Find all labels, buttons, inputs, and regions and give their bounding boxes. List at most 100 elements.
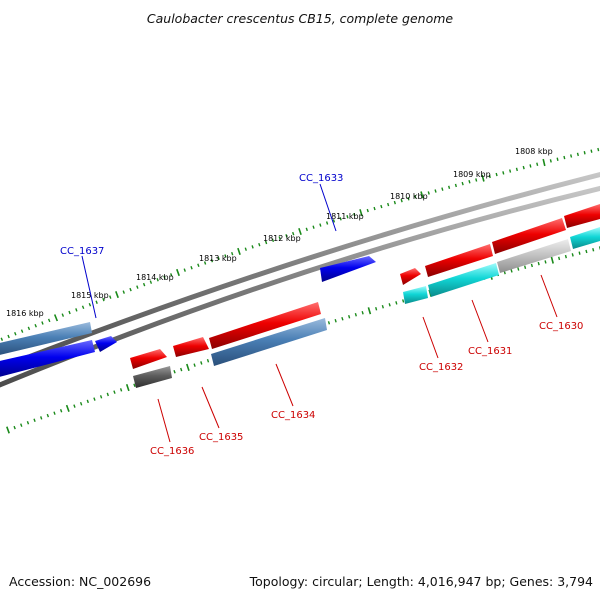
gene-label-cc1630[interactable]: CC_1630	[539, 321, 583, 332]
minor-tick	[163, 275, 166, 280]
gene-cc1631-bar[interactable]	[425, 244, 493, 277]
minor-tick	[434, 189, 437, 193]
major-tick	[550, 256, 554, 264]
gene-cc1633-bar[interactable]	[320, 256, 376, 282]
minor-tick	[217, 256, 220, 261]
backbone-inner	[0, 185, 600, 388]
gene-cc1632-bar[interactable]	[400, 268, 421, 285]
gene-cc1630b-bar[interactable]	[497, 239, 571, 273]
minor-tick	[33, 418, 36, 423]
minor-tick	[95, 300, 98, 304]
minor-tick	[20, 329, 24, 333]
minor-tick	[190, 265, 193, 270]
minor-tick	[570, 154, 573, 158]
major-tick	[420, 191, 424, 199]
minor-tick	[373, 206, 376, 211]
minor-tick	[170, 273, 173, 277]
minor-tick	[102, 297, 105, 302]
gene-cc1631b-bar[interactable]	[428, 263, 499, 297]
minor-tick	[86, 399, 89, 404]
minor-tick	[99, 395, 103, 399]
major-tick	[53, 314, 59, 322]
gene-label-cc1637[interactable]: CC_1637	[60, 246, 104, 257]
minor-tick	[27, 326, 31, 331]
kbp-label: 1811 kbp	[326, 212, 364, 221]
minor-tick	[381, 305, 384, 309]
minor-tick	[46, 413, 50, 418]
gene-cc1632b-bar[interactable]	[403, 286, 428, 304]
minor-tick	[597, 147, 600, 152]
kbp-labels: 1816 kbp 1815 kbp 1814 kbp 1813 kbp 1812…	[6, 147, 553, 318]
gene-forward-bar[interactable]	[0, 340, 95, 378]
major-tick	[6, 426, 10, 434]
minor-tick	[106, 392, 109, 397]
gene-right-cyan-edge[interactable]	[570, 227, 600, 249]
minor-tick	[348, 315, 351, 319]
minor-tick	[129, 287, 132, 292]
minor-tick	[264, 240, 268, 245]
minor-tick	[180, 367, 183, 372]
gene-cc1634b-bar[interactable]	[211, 318, 327, 366]
gene-label-cc1631[interactable]: CC_1631	[468, 346, 512, 357]
minor-tick	[200, 361, 203, 365]
minor-tick	[564, 254, 567, 259]
minor-tick	[558, 256, 561, 261]
major-tick	[176, 268, 180, 277]
gene-cc1637-bar[interactable]	[0, 322, 92, 356]
minor-tick	[441, 187, 444, 191]
gene-right-red-edge[interactable]	[564, 204, 600, 228]
minor-tick	[319, 223, 322, 227]
gene-cc1636-bar[interactable]	[130, 349, 167, 369]
major-tick	[542, 158, 546, 167]
gene-labels: CC_1637 CC_1633 CC_1636 CC_1635 CC_1634 …	[60, 173, 583, 457]
minor-tick	[20, 423, 23, 427]
minor-tick	[40, 416, 43, 420]
minor-tick	[61, 313, 65, 317]
minor-tick	[14, 332, 17, 336]
minor-tick	[346, 215, 349, 219]
minor-tick	[353, 212, 356, 217]
gene-label-cc1634[interactable]: CC_1634	[271, 410, 315, 421]
right-gene-cluster	[400, 204, 600, 304]
minor-tick	[475, 178, 478, 182]
gene-label-cc1636[interactable]: CC_1636	[150, 446, 194, 457]
gene-label-cc1633[interactable]: CC_1633	[299, 173, 343, 184]
minor-tick	[26, 420, 30, 425]
gene-cc1634-bar[interactable]	[209, 302, 321, 349]
gene-cc1636b-bar[interactable]	[133, 366, 172, 388]
minor-tick	[109, 295, 112, 299]
minor-tick	[402, 299, 405, 303]
minor-tick	[495, 172, 498, 177]
minor-tick	[563, 155, 566, 160]
minor-tick	[583, 151, 586, 155]
gene-cc1635-bar[interactable]	[173, 337, 209, 357]
kbp-label: 1808 kbp	[515, 147, 553, 156]
minor-tick	[517, 267, 520, 271]
minor-tick	[278, 236, 281, 240]
minor-tick	[414, 195, 417, 199]
gene-leader-lines	[81, 183, 558, 443]
topology-summary: Topology: circular; Length: 4,016,947 bp…	[249, 574, 593, 589]
minor-tick	[75, 308, 78, 312]
minor-tick	[53, 411, 56, 415]
minor-tick	[119, 388, 123, 392]
minor-tick	[59, 409, 63, 413]
backbone-outer	[0, 171, 600, 371]
minor-tick	[13, 425, 16, 430]
minor-tick	[530, 263, 533, 268]
minor-tick	[149, 280, 153, 284]
gene-label-cc1635[interactable]: CC_1635	[199, 432, 243, 443]
minor-tick	[7, 334, 10, 339]
minor-tick	[285, 234, 288, 238]
minor-tick	[571, 253, 574, 257]
minor-tick	[47, 318, 51, 323]
minor-tick	[395, 301, 398, 305]
accession-text: Accession: NC_002696	[9, 574, 152, 589]
minor-tick	[197, 263, 200, 268]
minor-tick	[448, 185, 451, 189]
gene-forward-small[interactable]	[95, 336, 117, 352]
map-title: Caulobacter crescentus CB15, complete ge…	[147, 11, 453, 26]
minor-tick	[93, 397, 96, 401]
gene-cc1630-bar[interactable]	[492, 218, 566, 254]
gene-label-cc1632[interactable]: CC_1632	[419, 362, 463, 373]
